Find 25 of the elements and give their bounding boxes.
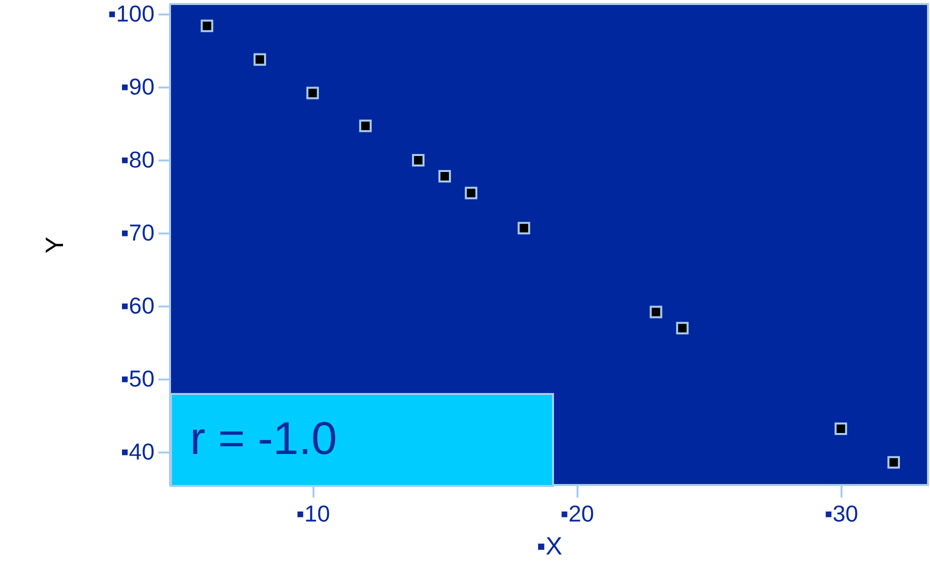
y-tick-label: ▪90 [120, 74, 154, 100]
point [650, 306, 662, 318]
point [412, 154, 425, 166]
x-tick-label: ▪20 [560, 500, 594, 526]
y-tick-label: ▪80 [120, 146, 154, 173]
x-axis-title: ▪X [536, 532, 563, 560]
point [254, 53, 266, 66]
point [834, 422, 848, 436]
x-tick-label: ▪30 [824, 500, 858, 526]
point [464, 186, 478, 200]
y-tick-label: ▪100 [108, 0, 154, 27]
y-axis-title: Y [40, 236, 69, 254]
point [438, 170, 451, 182]
point [200, 20, 214, 32]
y-tick-label: ▪70 [120, 220, 154, 246]
point [518, 222, 530, 234]
point [359, 120, 372, 132]
point [887, 456, 900, 469]
x-tick-label: ▪10 [296, 500, 330, 526]
y-tick-label: ▪60 [120, 292, 154, 319]
point [676, 322, 689, 334]
y-tick-label: ▪50 [120, 366, 154, 392]
y-tick-label: ▪40 [120, 438, 154, 465]
annotation: r = -1.0 [190, 412, 338, 464]
point [306, 86, 319, 100]
